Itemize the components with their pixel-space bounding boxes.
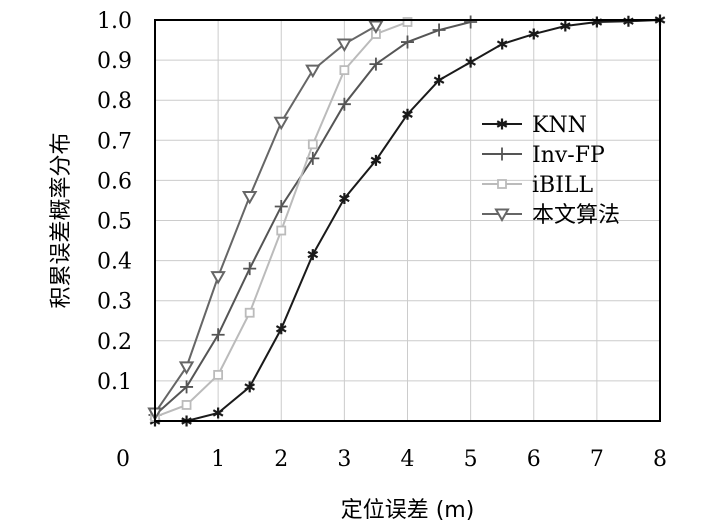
data-point bbox=[243, 262, 257, 276]
y-axis-label: 积累误差概率分布 bbox=[49, 132, 74, 308]
data-point bbox=[244, 307, 255, 318]
y-tick-label: 0.4 bbox=[97, 250, 132, 275]
data-point bbox=[432, 23, 446, 37]
series-line bbox=[154, 21, 471, 416]
data-point bbox=[464, 15, 478, 29]
x-axis-label: 定位误差 (m) bbox=[341, 498, 475, 523]
data-point bbox=[497, 179, 507, 189]
legend-label: iBILL bbox=[532, 173, 594, 198]
y-tick-label: 0.1 bbox=[97, 370, 132, 395]
series-Inv-FP bbox=[148, 15, 478, 422]
x-tick-label: 1 bbox=[211, 447, 225, 472]
legend-label: 本文算法 bbox=[532, 203, 620, 228]
x-tick-label: 8 bbox=[653, 447, 667, 472]
data-point bbox=[305, 64, 321, 79]
data-point bbox=[465, 56, 476, 68]
y-tick-label: 0.7 bbox=[97, 129, 132, 154]
legend-item: Inv-FP bbox=[482, 143, 605, 168]
y-tick-label: 1.0 bbox=[97, 9, 132, 34]
x-tick-label: 0 bbox=[116, 447, 130, 472]
x-tick-label: 5 bbox=[464, 447, 478, 472]
data-point bbox=[241, 190, 258, 205]
legend-item: iBILL bbox=[482, 173, 594, 198]
legend-item: KNN bbox=[482, 113, 587, 138]
legend-label: Inv-FP bbox=[532, 143, 605, 168]
data-point bbox=[211, 328, 225, 342]
legend: KNN Inv-FP iBILL 本文算法 bbox=[482, 113, 620, 228]
data-point bbox=[274, 199, 288, 213]
data-point bbox=[559, 20, 571, 32]
x-tick-label: 6 bbox=[527, 447, 541, 472]
data-point bbox=[339, 192, 350, 204]
data-point bbox=[496, 38, 508, 50]
series-line bbox=[154, 25, 377, 414]
data-point bbox=[181, 400, 192, 410]
legend-label: KNN bbox=[532, 113, 587, 138]
data-point bbox=[210, 271, 226, 285]
data-point bbox=[433, 74, 445, 86]
tick-labels: 0 1 2 3 4 5 6 7 8 0.1 0.2 0.3 0.4 0.5 0.6 0.7 0.8 0.9 1.0 bbox=[97, 9, 667, 472]
data-point bbox=[244, 381, 256, 393]
data-point bbox=[337, 97, 351, 111]
y-tick-label: 0.9 bbox=[97, 49, 132, 74]
data-point bbox=[307, 249, 319, 261]
data-point bbox=[401, 35, 414, 49]
grid bbox=[154, 19, 661, 421]
data-point bbox=[178, 361, 195, 375]
data-point bbox=[275, 323, 287, 335]
y-tick-label: 0.2 bbox=[97, 330, 132, 355]
data-point bbox=[213, 369, 224, 380]
x-tick-label: 7 bbox=[590, 447, 604, 472]
data-point bbox=[402, 108, 413, 120]
plot-frame bbox=[154, 19, 661, 422]
data-point bbox=[495, 147, 509, 161]
data-point bbox=[494, 208, 510, 223]
data-point bbox=[180, 380, 194, 394]
data-point bbox=[307, 139, 318, 150]
data-point bbox=[339, 65, 350, 76]
data-point bbox=[368, 20, 384, 35]
series-layer bbox=[147, 14, 666, 427]
series-本文算法 bbox=[147, 20, 384, 421]
data-point bbox=[336, 38, 353, 53]
y-tick-label: 0.8 bbox=[97, 89, 132, 114]
x-tick-label: 4 bbox=[401, 447, 415, 472]
data-point bbox=[369, 57, 383, 71]
y-tick-label: 0.3 bbox=[97, 290, 132, 315]
y-tick-label: 0.5 bbox=[97, 210, 132, 235]
data-point bbox=[370, 154, 382, 166]
data-point bbox=[402, 17, 413, 27]
x-tick-label: 3 bbox=[337, 447, 351, 472]
y-tick-label: 0.6 bbox=[97, 169, 132, 194]
legend-item: 本文算法 bbox=[482, 203, 620, 228]
data-point bbox=[273, 116, 289, 131]
data-point bbox=[276, 225, 287, 236]
data-point bbox=[496, 118, 508, 130]
x-tick-label: 2 bbox=[274, 447, 288, 472]
data-point bbox=[528, 28, 540, 40]
data-point bbox=[212, 407, 224, 419]
